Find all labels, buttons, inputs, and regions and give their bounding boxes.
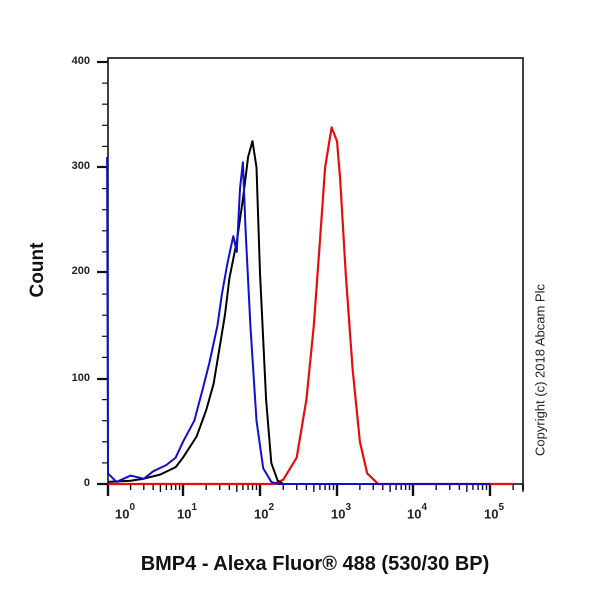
y-tick-label: 100 (71, 372, 90, 384)
x-axis-label: BMP4 - Alexa Fluor® 488 (530/30 BP) (140, 553, 490, 575)
series-line-isotype-control (106, 156, 490, 485)
y-tick-label: 400 (71, 55, 90, 67)
x-tick-label: 101 (177, 502, 198, 522)
plot-frame (107, 57, 524, 485)
x-tick-label: 105 (484, 502, 505, 522)
series-line-unlabelled-control (107, 140, 490, 485)
y-tick-label: 200 (71, 265, 90, 277)
x-tick-label: 104 (407, 502, 428, 522)
y-axis-label: Count (27, 242, 48, 298)
x-tick-label: 102 (254, 502, 275, 522)
copyright-notice: Copyright (c) 2018 Abcam Plc (532, 284, 548, 456)
series-line-bmp4-antibody (108, 126, 514, 486)
y-tick-label: 300 (71, 160, 90, 172)
x-tick-label: 103 (331, 502, 352, 522)
y-tick-label: 0 (83, 477, 90, 489)
x-axis-ticks (106, 484, 524, 496)
histogram-curves (106, 126, 514, 486)
x-tick-label: 100 (115, 502, 136, 522)
